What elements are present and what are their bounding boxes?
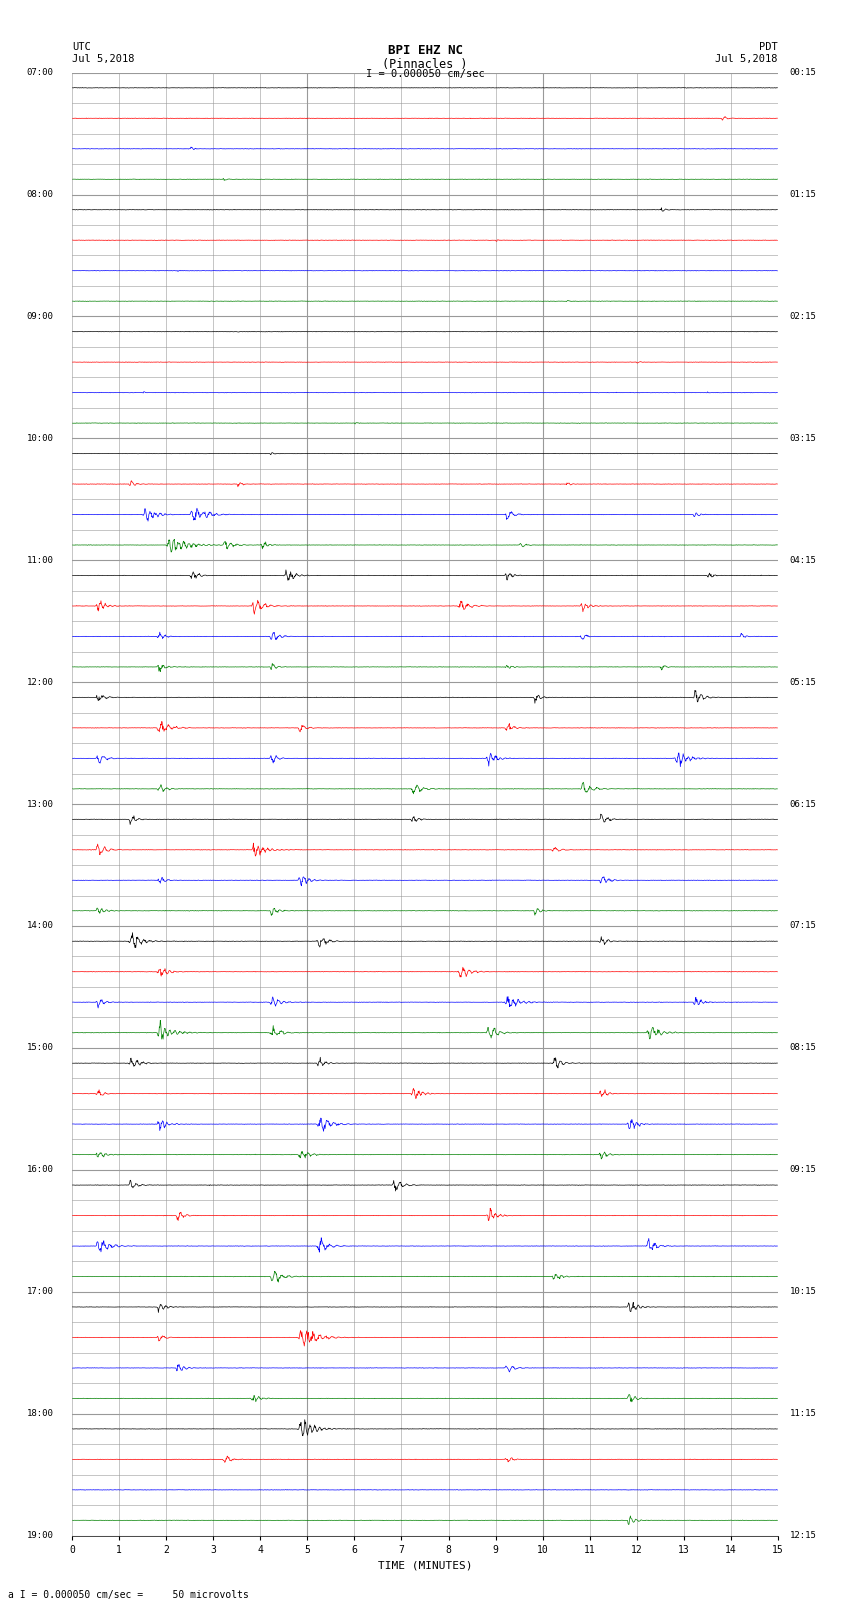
Text: 06:15: 06:15 — [790, 800, 816, 808]
Text: 19:00: 19:00 — [26, 1531, 54, 1540]
Text: I = 0.000050 cm/sec: I = 0.000050 cm/sec — [366, 69, 484, 79]
Text: 15:00: 15:00 — [26, 1044, 54, 1052]
Text: UTC
Jul 5,2018: UTC Jul 5,2018 — [72, 42, 135, 63]
Text: (Pinnacles ): (Pinnacles ) — [382, 58, 468, 71]
Text: 02:15: 02:15 — [790, 311, 816, 321]
Text: 09:15: 09:15 — [790, 1165, 816, 1174]
Text: 18:00: 18:00 — [26, 1410, 54, 1418]
Text: PDT
Jul 5,2018: PDT Jul 5,2018 — [715, 42, 778, 63]
Text: 10:15: 10:15 — [790, 1287, 816, 1297]
Text: 08:00: 08:00 — [26, 190, 54, 198]
Text: 12:15: 12:15 — [790, 1531, 816, 1540]
Text: 11:00: 11:00 — [26, 556, 54, 565]
Text: 11:15: 11:15 — [790, 1410, 816, 1418]
Text: 08:15: 08:15 — [790, 1044, 816, 1052]
X-axis label: TIME (MINUTES): TIME (MINUTES) — [377, 1560, 473, 1569]
Text: a I = 0.000050 cm/sec =     50 microvolts: a I = 0.000050 cm/sec = 50 microvolts — [8, 1590, 249, 1600]
Text: 01:15: 01:15 — [790, 190, 816, 198]
Text: 09:00: 09:00 — [26, 311, 54, 321]
Text: 13:00: 13:00 — [26, 800, 54, 808]
Text: 07:15: 07:15 — [790, 921, 816, 931]
Text: 10:00: 10:00 — [26, 434, 54, 444]
Text: 12:00: 12:00 — [26, 677, 54, 687]
Text: 07:00: 07:00 — [26, 68, 54, 77]
Text: 05:15: 05:15 — [790, 677, 816, 687]
Text: 17:00: 17:00 — [26, 1287, 54, 1297]
Text: 14:00: 14:00 — [26, 921, 54, 931]
Text: 03:15: 03:15 — [790, 434, 816, 444]
Text: 16:00: 16:00 — [26, 1165, 54, 1174]
Text: 00:15: 00:15 — [790, 68, 816, 77]
Text: 04:15: 04:15 — [790, 556, 816, 565]
Text: BPI EHZ NC: BPI EHZ NC — [388, 44, 462, 58]
